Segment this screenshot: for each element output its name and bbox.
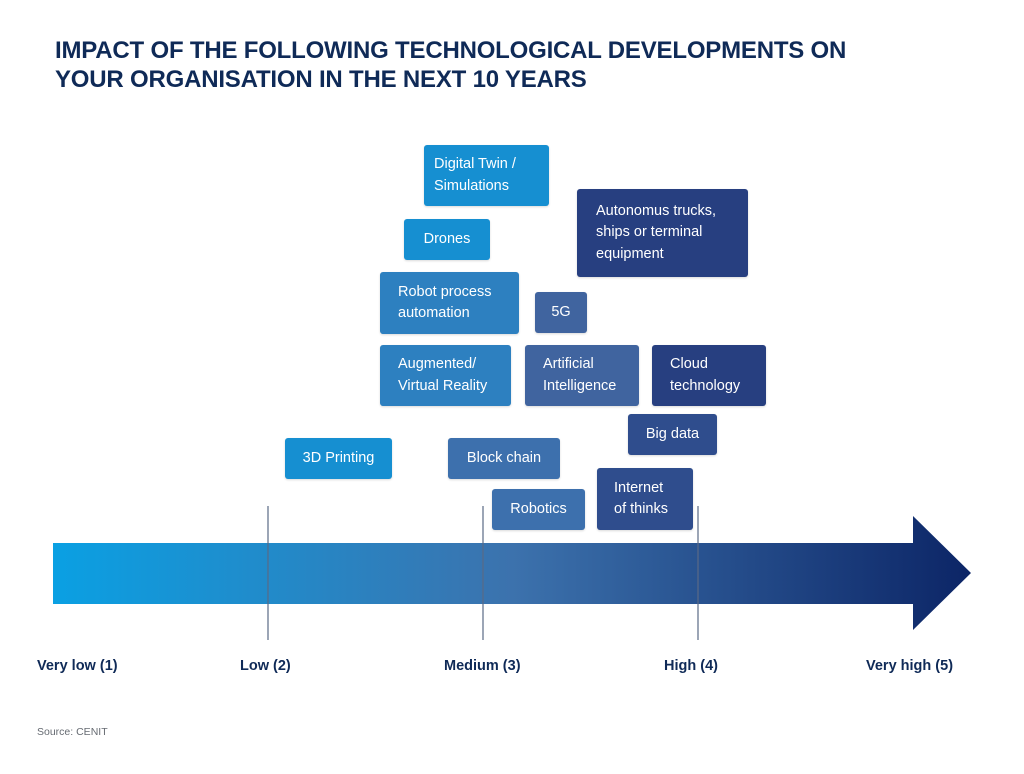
tech-box-internet-of-things: Internet of thinks — [597, 468, 693, 530]
tech-label-line: Augmented/ — [398, 356, 477, 372]
tech-box-3d-printing: 3D Printing — [285, 438, 392, 479]
page-title: IMPACT OF THE FOLLOWING TECHNOLOGICAL DE… — [55, 36, 875, 94]
axis-label-medium: Medium (3) — [444, 658, 521, 674]
tech-label-line: Autonomus trucks, — [596, 202, 717, 219]
tech-label-line: Virtual Reality — [398, 377, 488, 394]
tech-box-robot-process-automation: Robot process automation — [380, 272, 519, 334]
tech-label-line: Drones — [423, 230, 471, 247]
tech-label-line: ships or terminal — [596, 224, 703, 241]
tech-label-line: Intelligence — [543, 377, 617, 394]
tech-box-5g: 5G — [535, 292, 587, 333]
axis-label-low: Low (2) — [240, 658, 291, 674]
tech-box-drones: Drones — [404, 219, 490, 260]
tech-label-line: Digital Twin / — [434, 156, 516, 172]
tech-label-line: Block chain — [466, 449, 542, 466]
tech-label-line: Internet — [614, 479, 664, 496]
tech-label-line: Cloud — [670, 356, 708, 372]
axis-label-very-low: Very low (1) — [37, 658, 118, 674]
tech-box-autonomous-trucks: Autonomus trucks, ships or terminal equipm… — [577, 189, 748, 277]
tech-label-line: automation — [398, 305, 470, 321]
tech-box-artificial-intelligence: Artificial Intelligence — [525, 345, 639, 406]
title-line-2: YOUR ORGANISATION IN THE NEXT 10 YEARS — [55, 66, 587, 93]
axis-arrow — [53, 516, 971, 630]
tech-label-line: of thinks — [614, 501, 668, 517]
tech-label-line: Simulations — [434, 177, 509, 194]
axis-label-very-high: Very high (5) — [866, 658, 954, 674]
tech-label-line: Robotics — [510, 500, 567, 517]
tech-box-robotics: Robotics — [492, 489, 585, 530]
tech-box-block-chain: Block chain — [448, 438, 560, 479]
tech-label-line: 5G — [551, 303, 571, 320]
tech-label-line: 3D Printing — [302, 449, 375, 466]
tech-label-line: Big data — [645, 425, 700, 442]
tech-box-cloud-technology: Cloud technology — [652, 345, 766, 406]
tech-label-line: Artificial — [543, 356, 594, 372]
title-line-1: IMPACT OF THE FOLLOWING TECHNOLOGICAL DE… — [55, 37, 847, 64]
tech-label-line: technology — [670, 377, 741, 394]
tech-box-digital-twin: Digital Twin / Simulations — [424, 145, 549, 206]
tech-label-line: equipment — [596, 245, 664, 262]
tech-box-big-data: Big data — [628, 414, 717, 455]
tech-box-augmented-virtual-reality: Augmented/Virtual Reality — [380, 345, 511, 406]
tech-label-line: Robot process — [398, 283, 492, 300]
axis-label-high: High (4) — [664, 658, 718, 674]
source-note: Source: CENIT — [37, 726, 108, 738]
